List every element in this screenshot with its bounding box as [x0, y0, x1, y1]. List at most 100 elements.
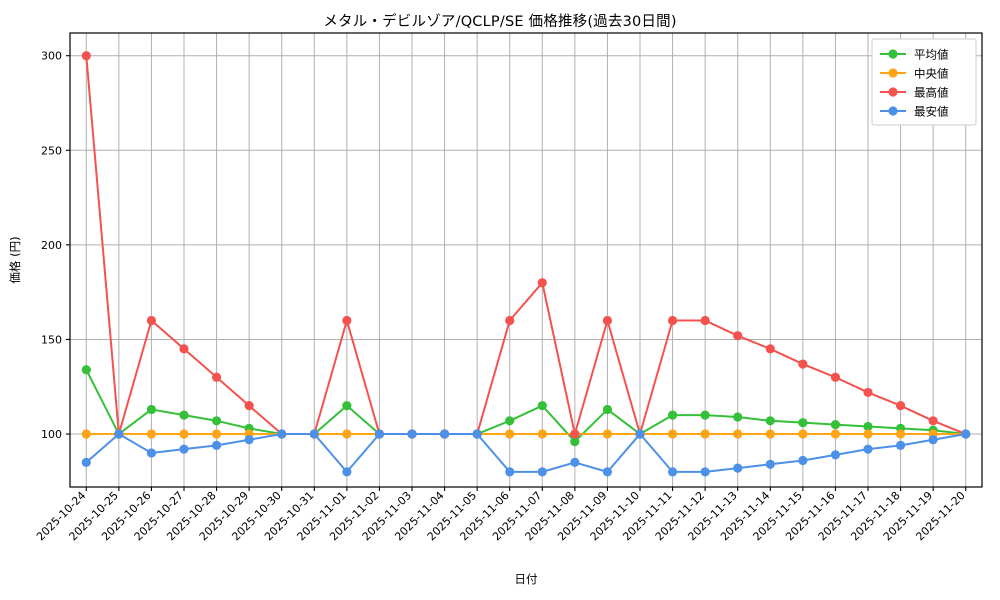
axis-ticks — [66, 55, 967, 491]
series-marker — [342, 315, 352, 326]
legend-item-label: 最安値 — [914, 105, 949, 119]
series-marker — [146, 315, 157, 326]
y-tick-label: 250 — [41, 144, 62, 157]
series-marker — [439, 429, 450, 439]
series-marker — [765, 429, 775, 439]
series-marker — [505, 467, 515, 477]
series-marker — [830, 429, 841, 439]
series-marker — [798, 359, 808, 369]
series-marker — [798, 429, 808, 439]
series-marker — [733, 412, 743, 422]
series-marker — [81, 429, 91, 439]
series-marker — [146, 429, 157, 439]
grid-lines — [70, 33, 982, 487]
series-marker — [570, 437, 580, 447]
y-axis-title: 価格 (円) — [8, 236, 22, 283]
series-marker — [309, 429, 319, 439]
series-marker — [570, 429, 580, 439]
legend-marker-swatch — [888, 49, 898, 59]
series-marker — [863, 421, 873, 432]
series-marker — [830, 419, 841, 430]
series-marker — [505, 429, 515, 439]
series-marker — [733, 463, 743, 473]
series-marker — [374, 429, 385, 439]
series-marker — [407, 429, 417, 439]
series-marker — [602, 404, 613, 415]
chart-title: メタル・デビルゾア/QCLP/SE 価格推移(過去30日間) — [323, 14, 677, 30]
series-marker — [81, 457, 91, 468]
legend-item-label: 中央値 — [914, 67, 949, 81]
series-marker — [602, 315, 613, 326]
x-tick-labels: 2025-10-242025-10-252025-10-262025-10-27… — [34, 489, 968, 543]
plot-frame — [69, 32, 983, 488]
series-marker — [537, 467, 547, 477]
series-marker — [635, 429, 645, 439]
series-marker — [895, 429, 906, 439]
legend-box — [871, 38, 977, 126]
series-marker — [667, 410, 678, 420]
series-marker — [863, 429, 873, 439]
series-marker — [895, 401, 906, 411]
series-marker — [602, 467, 613, 477]
series-marker — [505, 416, 515, 426]
legend-marker-swatch — [888, 106, 898, 116]
legend-item[interactable]: 最高値 — [880, 86, 949, 100]
series-marker — [114, 429, 124, 439]
series-marker — [179, 344, 189, 354]
axis-titles: 日付 価格 (円) — [8, 236, 538, 586]
series-marker — [700, 315, 710, 326]
series-marker — [211, 372, 222, 382]
y-tick-label: 100 — [41, 428, 62, 441]
series-marker — [342, 401, 352, 411]
series-marker — [700, 410, 710, 420]
series-marker — [244, 401, 254, 411]
series-marker — [765, 459, 775, 469]
series-marker — [179, 410, 189, 420]
series-marker — [342, 429, 352, 439]
series-marker — [211, 440, 222, 450]
series-marker — [863, 387, 873, 398]
series-marker — [733, 429, 743, 439]
series-marker — [537, 429, 547, 439]
series-marker — [863, 444, 873, 454]
series-marker — [733, 331, 743, 341]
series-marker — [179, 429, 189, 439]
series-line — [85, 433, 967, 473]
legend-item[interactable]: 中央値 — [880, 67, 949, 81]
legend-marker-swatch — [888, 87, 898, 97]
legend-item[interactable]: 最安値 — [880, 105, 949, 119]
series-marker — [895, 440, 906, 450]
series-marker — [830, 372, 841, 382]
series-line — [85, 54, 967, 436]
legend-item-label: 最高値 — [914, 86, 949, 100]
series-marker — [537, 278, 547, 288]
series-marker — [505, 315, 515, 326]
series-marker — [798, 418, 808, 428]
series-marker — [146, 404, 157, 415]
series-marker — [700, 467, 710, 477]
series-marker — [667, 315, 678, 326]
series-marker — [667, 467, 678, 477]
series-marker — [211, 416, 222, 426]
series-marker — [342, 467, 352, 477]
series-marker — [472, 429, 482, 439]
y-tick-label: 300 — [41, 50, 62, 63]
series-line — [85, 368, 967, 443]
series-marker — [830, 450, 841, 460]
legend-item[interactable]: 平均値 — [880, 48, 949, 62]
series-marker — [277, 429, 287, 439]
legend-marker-swatch — [888, 68, 898, 78]
y-tick-labels: 100 150 200 250 300 — [41, 50, 62, 441]
series-marker — [211, 429, 222, 439]
legend-item-label: 平均値 — [914, 48, 949, 62]
series-marker — [667, 429, 678, 439]
data-series — [81, 51, 971, 477]
y-tick-label: 150 — [41, 333, 62, 346]
series-marker — [81, 365, 91, 375]
series-marker — [537, 401, 547, 411]
plot-axes — [69, 32, 983, 488]
series-marker — [244, 435, 254, 445]
